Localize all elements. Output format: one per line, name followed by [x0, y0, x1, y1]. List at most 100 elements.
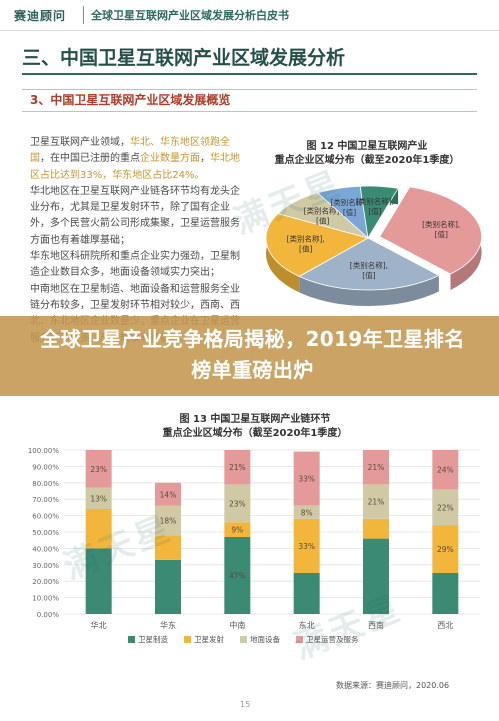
document-header: 赛迪顾问 全球卫星互联网产业区域发展分析白皮书 — [0, 0, 499, 31]
bar-segment — [155, 559, 181, 614]
pie-slice-value: [值] — [362, 270, 375, 280]
y-tick-label: 100.00% — [28, 447, 59, 455]
legend-label: 卫星制造 — [138, 634, 168, 644]
x-category-label: 西北 — [437, 621, 453, 630]
pie-slice-value: [值] — [299, 244, 312, 254]
paragraph-3: 华东地区科研院所和重点企业实力强劲，卫星制造企业数目众多，地面设备领域实力突出； — [30, 251, 240, 279]
bar-segment — [293, 505, 320, 519]
pie-slice-label: [类别名称], — [330, 197, 368, 207]
pie-slice-label: [类别名称], — [422, 219, 460, 229]
bar-data-label: 23% — [229, 499, 246, 508]
bar-data-label: 8% — [301, 508, 313, 517]
paragraph-1: 卫星互联网产业领域，华北、华东地区领跑全国，在中国已注册的重点企业数量方面，华北… — [30, 135, 244, 184]
bar-data-label: 22% — [437, 503, 454, 512]
pie-slice-value: [值] — [368, 206, 381, 216]
legend-label: 卫星运营及服务 — [306, 634, 359, 644]
data-source: 数据来源：赛迪顾问，2020.06 — [336, 681, 450, 690]
brand-logo: 赛迪顾问 — [14, 9, 67, 23]
bar-segment — [432, 525, 459, 573]
legend-swatch — [184, 636, 191, 643]
bar-data-label: 21% — [368, 498, 385, 507]
bar-segment — [363, 484, 389, 519]
y-tick-label: 90.00% — [32, 463, 59, 471]
bar-data-label: 14% — [160, 490, 177, 499]
x-category-label: 华东 — [160, 620, 176, 630]
bar-data-label: 9% — [231, 526, 243, 535]
bar-data-label: 13% — [90, 494, 107, 503]
bar-segment — [224, 536, 251, 614]
legend-label: 卫星发射 — [194, 634, 224, 644]
subsection-bottom-divider — [22, 111, 477, 112]
pie-slice-value: [值] — [316, 216, 329, 226]
subsection-top-divider — [22, 89, 477, 90]
header-divider — [83, 6, 84, 24]
bar-segment — [432, 489, 459, 526]
bar-data-label: 33% — [298, 475, 315, 484]
pie-chart-svg: [类别名称],[值][类别名称],[值][类别名称],[值][类别名称],[值]… — [265, 185, 483, 306]
bar-segment — [432, 573, 459, 614]
bar-data-label: 29% — [437, 545, 454, 554]
bar-segment — [293, 573, 320, 614]
y-tick-label: 40.00% — [32, 545, 59, 553]
pie-slice — [379, 186, 483, 275]
y-tick-label: 10.00% — [32, 595, 59, 603]
bar-title-line-1: 图 13 中国卫星互联网产业链环节 — [179, 414, 331, 425]
section-divider — [22, 73, 477, 75]
bar-segment — [432, 450, 459, 490]
y-tick-label: 60.00% — [32, 513, 59, 521]
y-tick-label: 70.00% — [32, 496, 59, 504]
y-tick-label: 0.00% — [37, 611, 60, 619]
paragraph-2: 华北地区在卫星互联网产业链各环节均有龙头企业分布，尤其是卫星发射环节，除了国有企… — [30, 185, 240, 246]
bar-chart: 0.00% 10.00% 20.00% 30.00% 40.00% 50.00% 60.00… — [20, 444, 490, 674]
bar-segment — [224, 484, 251, 523]
pie-slice-side — [299, 275, 439, 306]
legend-swatch — [128, 636, 135, 643]
y-tick-label: 80.00% — [32, 480, 59, 488]
bar-data-label: 18% — [160, 517, 177, 526]
bar-segment — [85, 548, 112, 614]
y-tick-label: 50.00% — [32, 529, 59, 537]
headline-text: 全球卫星产业竞争格局揭秘，2019年卫星排名榜单重磅出炉 — [40, 327, 465, 382]
pie-slice-label: [类别名称], — [304, 206, 342, 216]
pie-slice-label: [类别名称], — [356, 196, 394, 206]
bar-segment — [155, 535, 181, 560]
bar-title-line-2: 重点企业区域分布（截至2020年1季度） — [162, 428, 348, 439]
bar-segment — [85, 487, 112, 509]
bar-segment — [85, 509, 112, 549]
y-tick-label: 30.00% — [32, 562, 59, 570]
subsection-title: 3、中国卫星互联网产业区域发展概览 — [30, 93, 231, 107]
pie-slice — [298, 237, 440, 291]
pie-chart: [类别名称], [值] [类别名称], [值] [类别名称], [值] [类别名称], [值]… — [250, 172, 490, 320]
document-title: 全球卫星互联网产业区域发展分析白皮书 — [91, 9, 289, 22]
pie-slice — [265, 213, 370, 277]
bar-data-label: 47% — [229, 572, 246, 581]
x-category-label: 东北 — [299, 620, 315, 630]
page-number: 15 — [240, 700, 251, 709]
bar-segment — [363, 538, 389, 614]
section-title: 三、中国卫星互联网产业区域发展分析 — [22, 47, 346, 69]
x-category-label: 华北 — [91, 620, 107, 630]
pie-slice-value: [值] — [343, 207, 356, 217]
p1-highlight-d: 企业数量方面 — [140, 153, 200, 165]
bar-segment — [363, 518, 389, 539]
pie-slice-label: [类别名称], — [287, 234, 325, 244]
x-category-label: 中南 — [229, 620, 245, 630]
y-tick-label: 20.00% — [32, 578, 59, 586]
bar-segment — [293, 518, 320, 573]
p1-highlight-b: 华北、华东地区领跑全国 — [30, 137, 230, 165]
pie-slice-label: [类别名称], — [350, 260, 388, 270]
pie-title-line-2: 重点企业区域分布（截至2020年1季度） — [274, 155, 460, 166]
bar-segment — [224, 522, 251, 537]
bar-segment — [85, 450, 112, 488]
pie-slice-value: [值] — [435, 229, 448, 239]
bar-data-label: 24% — [437, 466, 454, 475]
bar-data-label: 33% — [298, 542, 315, 551]
pie-chart-title: 图 12 中国卫星互联网产业 重点企业区域分布（截至2020年1季度） — [262, 140, 472, 168]
pie-slice — [359, 185, 399, 240]
bar-chart-svg: 0.00% 10.00% 20.00% 30.00% 40.00% 50.00% 60.00… — [28, 447, 480, 644]
bar-chart-title: 图 13 中国卫星互联网产业链环节 重点企业区域分布（截至2020年1季度） — [140, 413, 370, 441]
p1-text-a: 卫星互联网产业领域， — [30, 137, 130, 148]
bar-segment — [363, 450, 389, 485]
bar-segment — [293, 451, 320, 506]
p1-highlight-f: 华北地区占比达到33%，华东地区占比24%。 — [30, 153, 240, 181]
